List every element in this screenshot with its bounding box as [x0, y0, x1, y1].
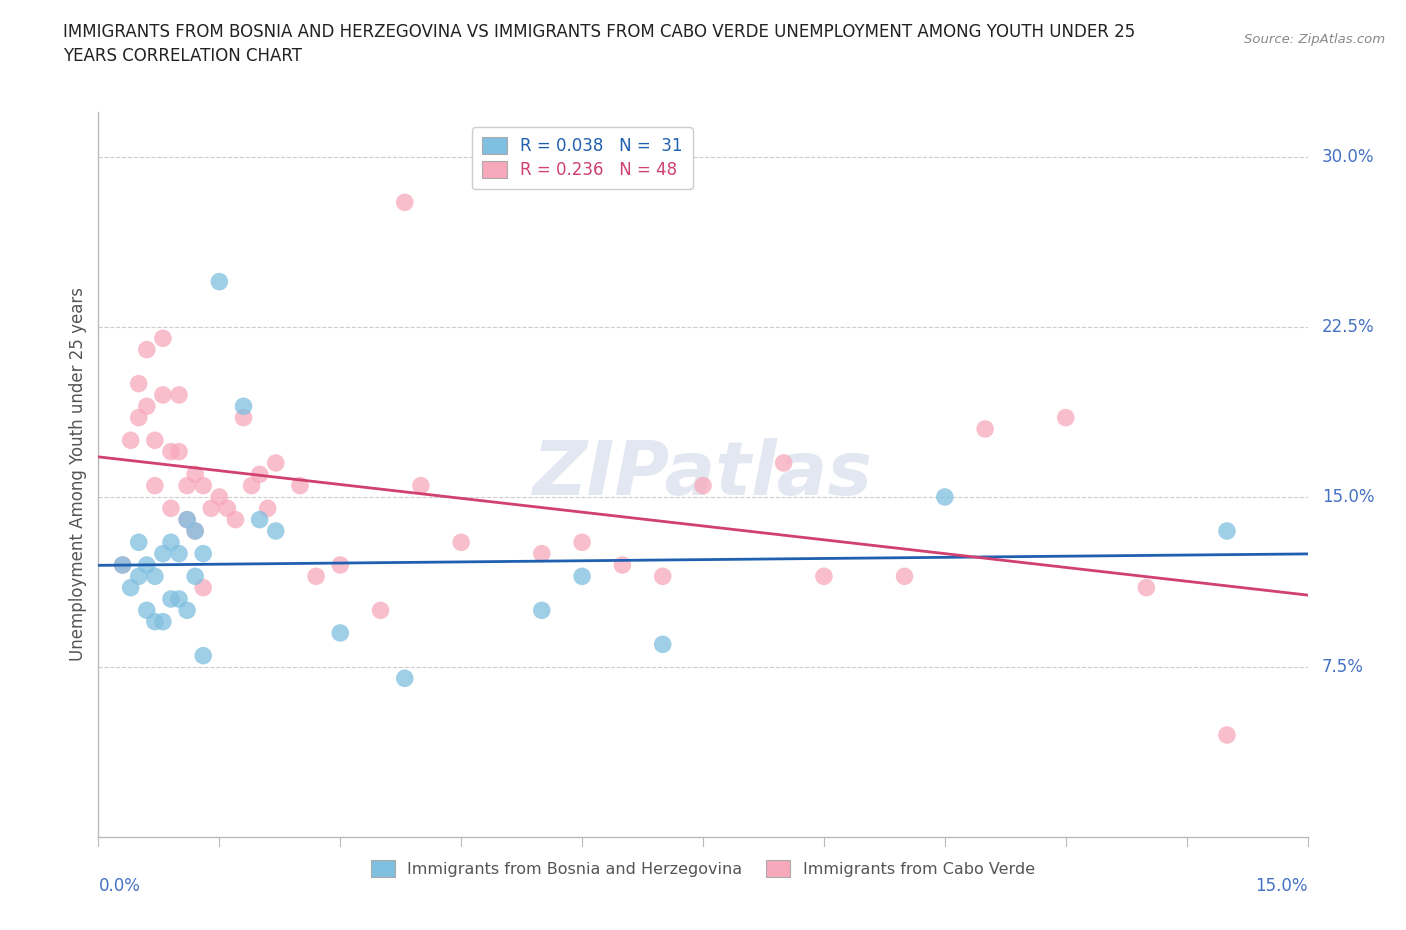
Point: [128, 376, 150, 391]
Point: [571, 569, 593, 584]
Text: IMMIGRANTS FROM BOSNIA AND HERZEGOVINA VS IMMIGRANTS FROM CABO VERDE UNEMPLOYMEN: IMMIGRANTS FROM BOSNIA AND HERZEGOVINA V…: [63, 23, 1136, 65]
Point: [240, 478, 263, 493]
Text: 7.5%: 7.5%: [1322, 658, 1364, 676]
Point: [200, 501, 222, 516]
Point: [128, 410, 150, 425]
Point: [772, 456, 794, 471]
Point: [143, 569, 166, 584]
Point: [692, 478, 714, 493]
Point: [176, 478, 198, 493]
Point: [232, 410, 254, 425]
Point: [394, 671, 416, 685]
Point: [143, 432, 166, 447]
Point: [152, 388, 174, 403]
Point: [152, 331, 174, 346]
Point: [974, 421, 997, 436]
Point: [208, 274, 231, 289]
Point: [135, 342, 157, 357]
Point: [264, 524, 287, 538]
Point: [135, 558, 157, 573]
Point: [160, 535, 183, 550]
Point: [160, 501, 183, 516]
Point: [329, 626, 352, 641]
Point: [143, 478, 166, 493]
Point: [893, 569, 915, 584]
Point: [160, 591, 183, 606]
Point: [264, 456, 287, 471]
Point: [208, 489, 231, 504]
Text: Source: ZipAtlas.com: Source: ZipAtlas.com: [1244, 33, 1385, 46]
Point: [651, 569, 673, 584]
Point: [612, 558, 634, 573]
Point: [651, 637, 673, 652]
Text: 15.0%: 15.0%: [1322, 488, 1375, 506]
Point: [1135, 580, 1157, 595]
Point: [120, 432, 142, 447]
Point: [184, 467, 207, 482]
Point: [530, 603, 553, 618]
Point: [193, 546, 215, 561]
Y-axis label: Unemployment Among Youth under 25 years: Unemployment Among Youth under 25 years: [69, 287, 87, 661]
Point: [1054, 410, 1077, 425]
Point: [128, 535, 150, 550]
Legend: Immigrants from Bosnia and Herzegovina, Immigrants from Cabo Verde: Immigrants from Bosnia and Herzegovina, …: [364, 854, 1042, 883]
Point: [193, 478, 215, 493]
Point: [193, 580, 215, 595]
Point: [249, 467, 271, 482]
Point: [184, 569, 207, 584]
Point: [1216, 524, 1239, 538]
Point: [111, 558, 134, 573]
Point: [329, 558, 352, 573]
Point: [530, 546, 553, 561]
Point: [249, 512, 271, 527]
Point: [571, 535, 593, 550]
Point: [256, 501, 278, 516]
Point: [1216, 727, 1239, 742]
Point: [184, 524, 207, 538]
Point: [167, 546, 190, 561]
Point: [160, 445, 183, 459]
Point: [934, 489, 956, 504]
Point: [111, 558, 134, 573]
Point: [394, 195, 416, 210]
Text: 0.0%: 0.0%: [98, 877, 141, 895]
Point: [184, 524, 207, 538]
Point: [305, 569, 328, 584]
Point: [232, 399, 254, 414]
Point: [176, 512, 198, 527]
Text: 22.5%: 22.5%: [1322, 318, 1375, 336]
Text: ZIPatlas: ZIPatlas: [533, 438, 873, 511]
Point: [167, 591, 190, 606]
Point: [224, 512, 246, 527]
Text: 30.0%: 30.0%: [1322, 148, 1375, 166]
Point: [217, 501, 239, 516]
Point: [193, 648, 215, 663]
Point: [370, 603, 392, 618]
Text: 15.0%: 15.0%: [1256, 877, 1308, 895]
Point: [176, 512, 198, 527]
Point: [167, 445, 190, 459]
Point: [176, 603, 198, 618]
Point: [450, 535, 472, 550]
Point: [128, 569, 150, 584]
Point: [143, 614, 166, 629]
Point: [288, 478, 311, 493]
Point: [135, 603, 157, 618]
Point: [120, 580, 142, 595]
Point: [409, 478, 432, 493]
Point: [167, 388, 190, 403]
Point: [813, 569, 835, 584]
Point: [152, 614, 174, 629]
Point: [152, 546, 174, 561]
Point: [135, 399, 157, 414]
